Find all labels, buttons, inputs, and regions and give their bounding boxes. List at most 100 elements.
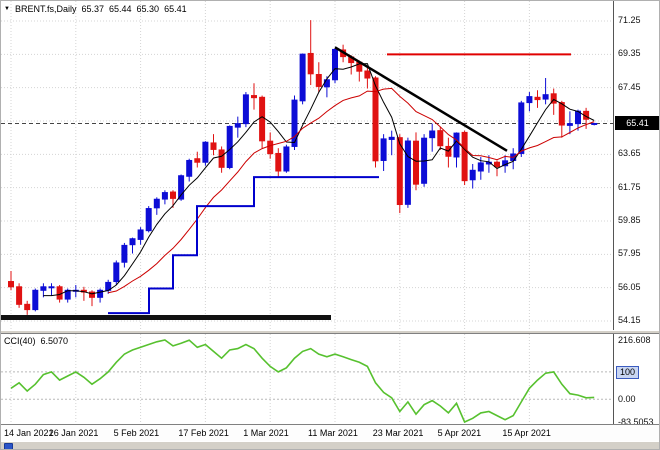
candle	[137, 229, 144, 240]
candle	[453, 132, 460, 158]
cci-line	[10, 339, 595, 424]
support-step-line[interactable]	[108, 176, 379, 315]
price-axis-label: 67.45	[618, 81, 641, 92]
candle	[153, 198, 160, 209]
cci-axis-label: -83.5053	[618, 417, 654, 427]
candle	[364, 70, 371, 79]
time-axis[interactable]: 14 Jan 2021 26 Jan 2021 5 Feb 2021 17 Feb 2…	[1, 424, 659, 441]
quote-close: 65.41	[164, 4, 187, 14]
candle	[534, 96, 541, 101]
candle	[469, 169, 476, 181]
candle	[259, 96, 266, 142]
candle	[315, 74, 322, 87]
cci-name: CCI(40)	[4, 336, 36, 346]
candle	[494, 161, 500, 168]
time-axis-label: 17 Feb 2021	[178, 428, 229, 438]
cci-chart[interactable]	[1, 334, 613, 424]
price-axis-label: 56.05	[618, 281, 641, 292]
price-axis-label: 57.95	[618, 248, 641, 259]
candle	[234, 123, 241, 128]
candle	[388, 136, 395, 140]
cci-value: 6.5070	[40, 336, 69, 346]
taskbar	[1, 441, 659, 449]
candle	[170, 191, 176, 199]
candle	[251, 95, 257, 99]
time-axis-label: 5 Apr 2021	[437, 428, 482, 438]
app-icon[interactable]	[4, 443, 13, 449]
quote-open: 65.37	[81, 4, 104, 14]
candle	[566, 123, 573, 126]
candle	[97, 289, 104, 298]
candle	[461, 131, 468, 182]
price-pane: ▼ BRENT.fs,Daily 65.37 65.44 65.30 65.41	[1, 1, 613, 330]
candle	[372, 77, 379, 162]
candle	[550, 93, 557, 104]
candle	[542, 94, 549, 100]
cci-axis-label: 0.00	[618, 394, 636, 405]
candle	[437, 130, 444, 147]
candle	[477, 162, 484, 172]
candle	[218, 149, 225, 168]
candle	[396, 137, 403, 206]
candle	[299, 53, 306, 102]
candle	[56, 286, 63, 300]
candle	[558, 102, 565, 126]
quote-low: 65.30	[136, 4, 160, 14]
trendline	[334, 46, 508, 152]
candle	[413, 140, 419, 185]
candle	[129, 238, 136, 246]
candle	[210, 142, 217, 150]
candle	[226, 125, 233, 168]
price-axis-label: 63.65	[618, 148, 641, 159]
price-axis-label: 69.35	[618, 48, 641, 59]
current-price-badge: 65.41	[615, 116, 659, 131]
time-axis-label: 23 Mar 2021	[372, 428, 424, 438]
time-axis-label: 26 Jan 2021	[48, 428, 99, 438]
candle	[591, 122, 598, 125]
candle	[332, 48, 338, 81]
candle	[404, 140, 411, 205]
price-axis-label: 59.85	[618, 215, 641, 225]
candle	[145, 208, 152, 232]
candle	[526, 96, 533, 104]
cci-level-badge: 100	[616, 365, 640, 379]
quote-high: 65.44	[109, 4, 132, 14]
candle	[16, 286, 23, 305]
candle	[429, 130, 436, 139]
ma-fast-line	[43, 63, 595, 297]
candle	[121, 244, 128, 263]
candle	[178, 175, 185, 200]
candle	[283, 146, 290, 172]
candles	[8, 20, 598, 315]
time-axis-label: 14 Jan 2021	[4, 428, 54, 438]
symbol-marker-icon: ▼	[4, 5, 10, 12]
price-axis-label: 71.25	[618, 15, 641, 25]
candle	[380, 138, 387, 161]
time-axis-label: 11 Mar 2021	[308, 428, 358, 438]
candle	[8, 281, 14, 288]
cci-axis-label: 216.608	[618, 335, 651, 345]
candle	[291, 99, 298, 147]
cci-axis[interactable]: 216.608 100 0.00 -83.5053	[613, 334, 659, 427]
price-axis[interactable]: 71.25 69.35 67.45 63.65 61.75 59.85 57.95 56.05…	[613, 1, 659, 330]
candle	[89, 291, 95, 298]
price-chart[interactable]	[1, 1, 613, 330]
candle	[307, 52, 314, 75]
cci-pane: CCI(40) 6.5070	[1, 334, 613, 424]
candle	[202, 141, 209, 163]
candle	[113, 262, 120, 283]
candle	[518, 102, 525, 154]
candle	[323, 79, 330, 88]
chart-title: ▼ BRENT.fs,Daily 65.37 65.44 65.30 65.41	[4, 4, 187, 14]
candle	[40, 286, 47, 291]
symbol-name: BRENT.fs,Daily	[14, 4, 77, 14]
pane-splitter[interactable]	[1, 330, 659, 334]
candle	[194, 158, 201, 163]
candle	[161, 192, 168, 200]
candle	[267, 140, 274, 155]
price-axis-label: 54.15	[618, 315, 641, 325]
candle	[24, 303, 31, 311]
cci-title: CCI(40) 6.5070	[4, 336, 68, 346]
candle	[186, 159, 193, 177]
